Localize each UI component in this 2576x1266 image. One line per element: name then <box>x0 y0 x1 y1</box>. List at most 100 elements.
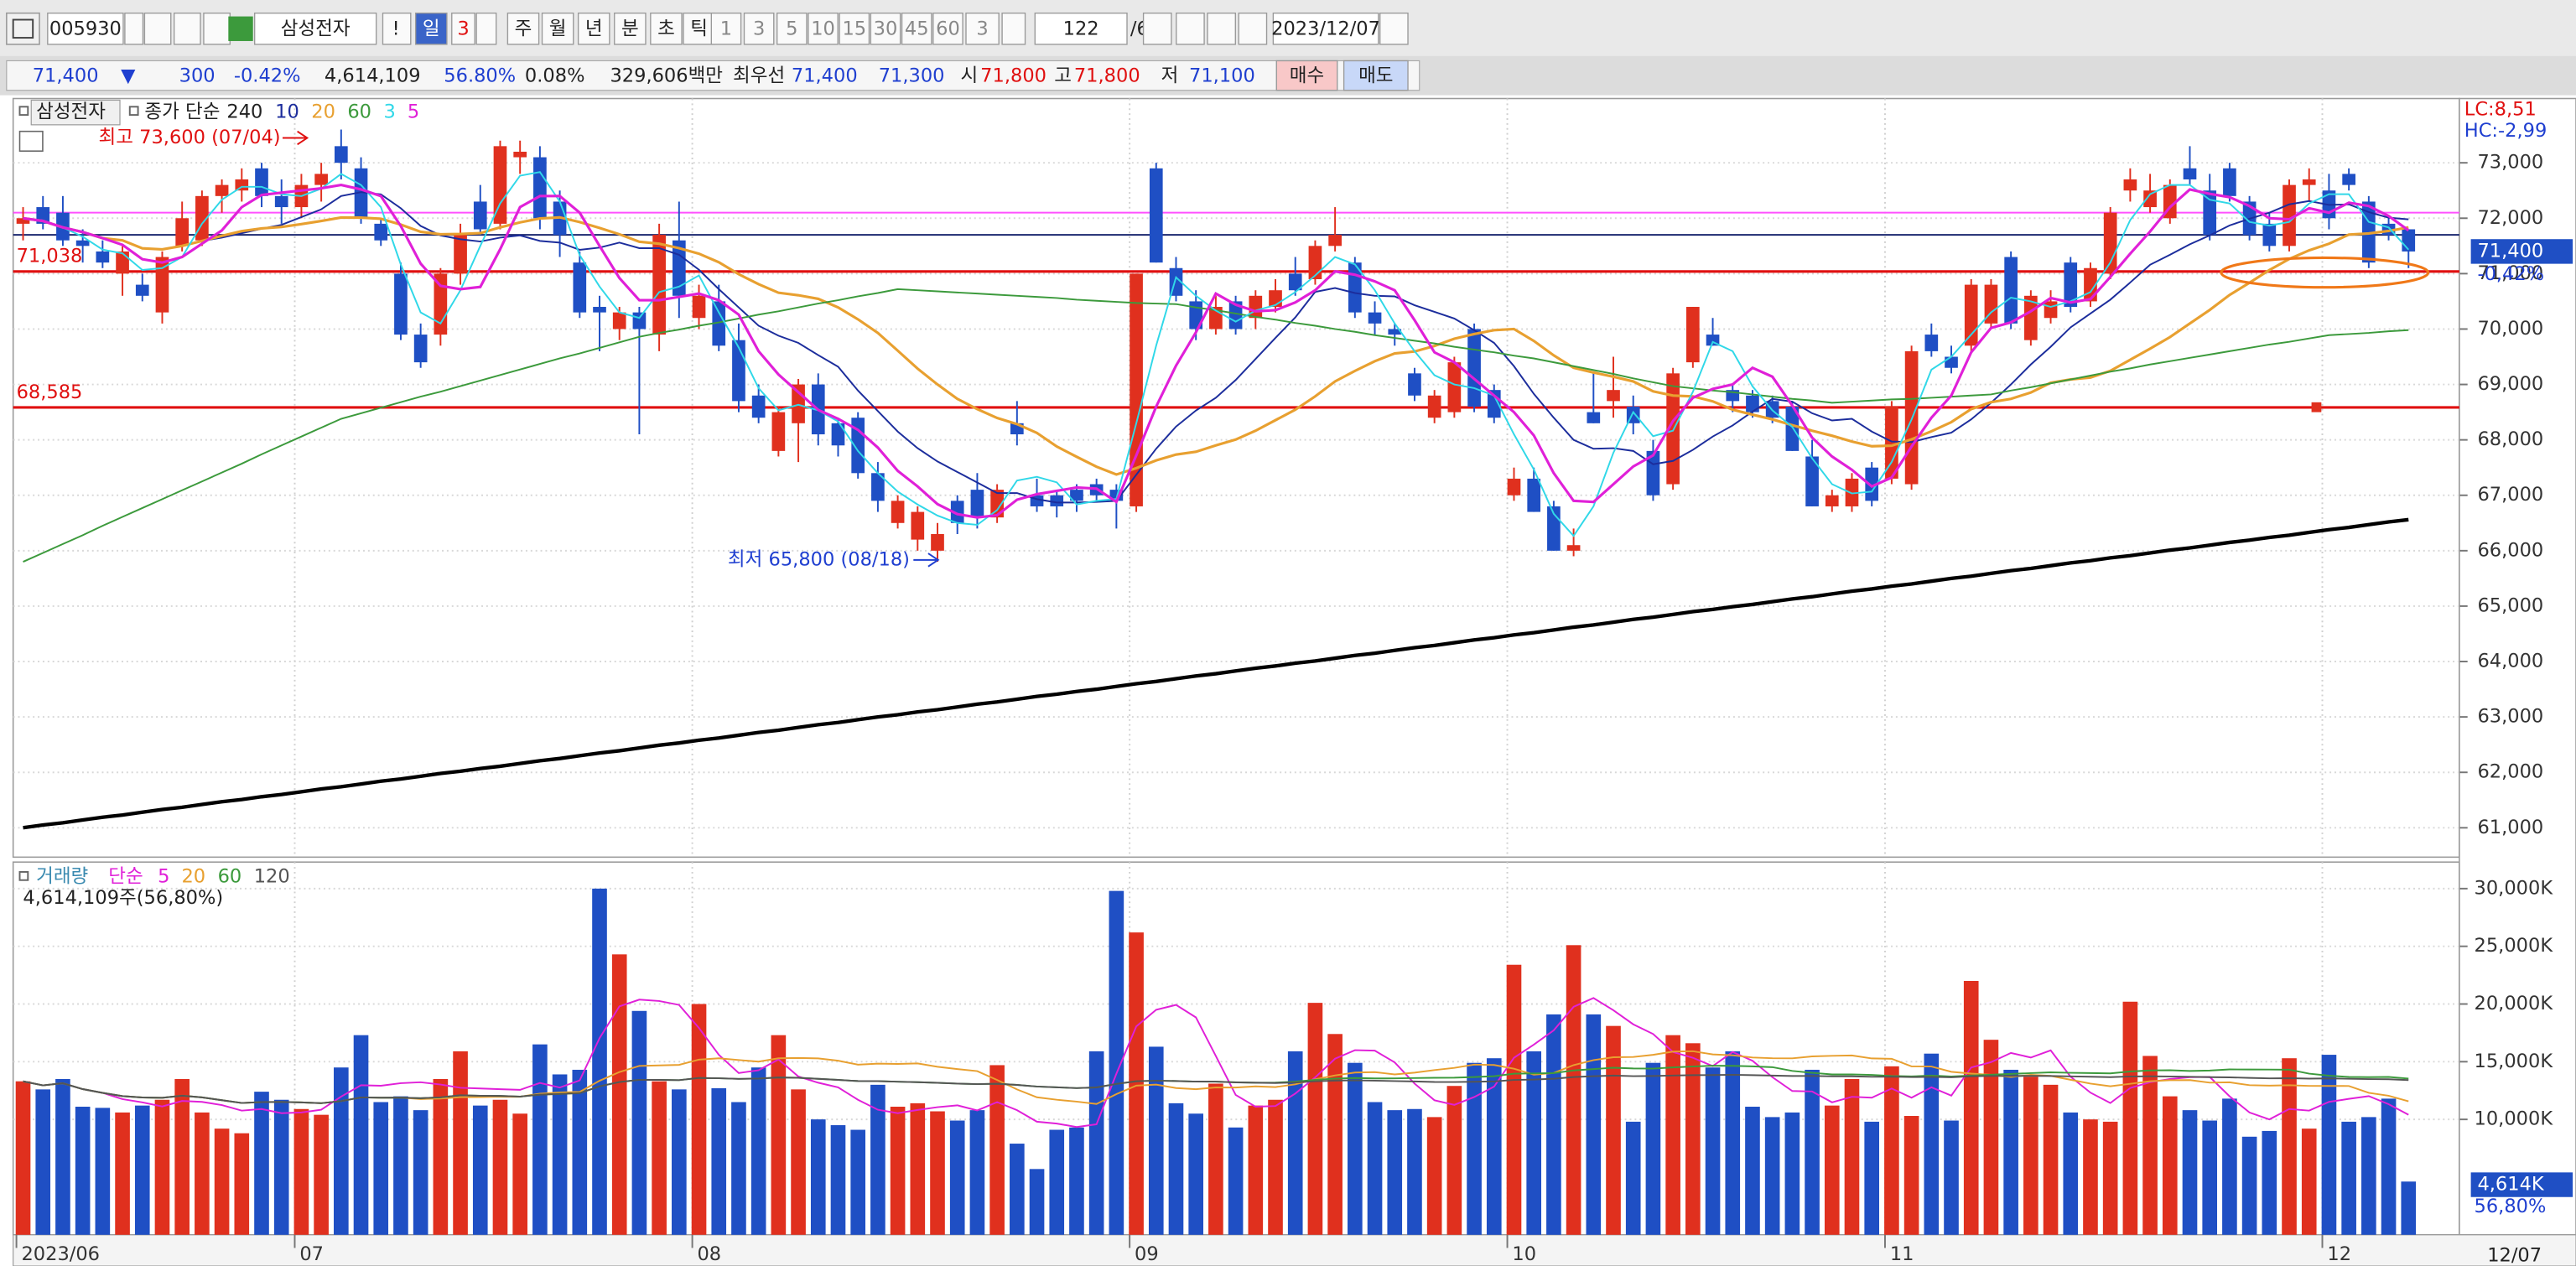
quote-field: 56.80% <box>444 65 516 87</box>
minute-button[interactable] <box>901 12 932 45</box>
candle-body <box>652 235 666 335</box>
y-tick-label: 72,000 <box>2477 207 2543 229</box>
period-button[interactable] <box>650 12 683 45</box>
period-button[interactable] <box>577 12 610 45</box>
minute-button-label: 3 <box>976 18 988 40</box>
volume-bar <box>2321 1055 2337 1235</box>
candle-body <box>533 157 547 219</box>
volume-bar <box>572 1069 588 1235</box>
y-tick-label: 67,000 <box>2477 484 2543 506</box>
volume-bar <box>2182 1110 2198 1235</box>
volume-bar <box>1903 1116 1919 1235</box>
volume-bar <box>2301 1129 2317 1235</box>
volume-bar <box>810 1119 826 1235</box>
legend-volume-name: 거래량 <box>36 865 88 887</box>
volume-bar <box>1426 1117 1442 1235</box>
volume-bar <box>35 1089 51 1235</box>
quote-field: 4,614,109 <box>325 65 421 87</box>
minute-button[interactable] <box>710 12 742 45</box>
candle-body <box>334 146 348 163</box>
period-button[interactable] <box>614 12 647 45</box>
y-tick-label: 70,000 <box>2477 318 2543 340</box>
volume-bar <box>711 1087 727 1235</box>
volume-bar <box>1069 1127 1084 1235</box>
count-input[interactable] <box>1034 12 1128 45</box>
quote-field: 71,100 <box>1189 65 1255 87</box>
quote-field: 71,800 <box>1074 65 1140 87</box>
candle-body <box>612 312 626 329</box>
candle-body <box>1666 373 1680 485</box>
menu-icon[interactable] <box>6 12 40 45</box>
price-last-box <box>2470 239 2573 264</box>
quote-field: 71,400 <box>33 65 99 87</box>
buy-button[interactable] <box>1275 60 1338 91</box>
minute-button[interactable] <box>932 12 963 45</box>
volume-bar <box>731 1102 746 1235</box>
ma-lines <box>23 171 2410 830</box>
y-tick-label: 71,000 <box>2477 262 2543 284</box>
code-dropdown[interactable] <box>124 12 144 45</box>
tool-icon[interactable] <box>1142 12 1172 45</box>
volume-bar <box>1109 890 1124 1235</box>
minute-button[interactable] <box>870 12 901 45</box>
volume-bar <box>1327 1034 1343 1235</box>
volume-bar <box>1446 1086 1462 1235</box>
candle-body <box>413 335 428 363</box>
minute-button[interactable] <box>743 12 775 45</box>
volume-bar <box>2102 1121 2118 1235</box>
minute-button-label: 15 <box>842 18 866 40</box>
volume-bar <box>1367 1102 1383 1235</box>
x-axis <box>13 1234 2576 1266</box>
volume-bar <box>2023 1077 2038 1235</box>
price-last-label: 71,400 <box>2477 240 2543 262</box>
candle-body <box>434 273 448 335</box>
volume-bar <box>1268 1099 1283 1235</box>
minute-button[interactable] <box>808 12 839 45</box>
candle-body <box>2103 212 2117 274</box>
tool-icon[interactable] <box>173 12 201 45</box>
period-button[interactable] <box>414 12 448 45</box>
tool-icon[interactable] <box>143 12 172 45</box>
y-tick-label: 61,000 <box>2477 817 2543 838</box>
tool-icon[interactable] <box>1238 12 1268 45</box>
volume-bar <box>2003 1069 2018 1235</box>
period-button[interactable] <box>541 12 574 45</box>
minute-button[interactable] <box>776 12 808 45</box>
ma-line <box>23 184 2410 519</box>
name-input[interactable] <box>253 12 377 45</box>
candle-body <box>2283 184 2296 246</box>
period-button[interactable] <box>506 12 540 45</box>
period-button[interactable] <box>451 12 475 45</box>
code-input[interactable] <box>47 12 124 45</box>
legend-ma-period: 10 <box>275 101 299 123</box>
period-button-label: 주 <box>515 18 532 40</box>
legend-icon <box>18 130 44 152</box>
date-input[interactable] <box>1272 12 1379 45</box>
period-button[interactable] <box>683 12 715 45</box>
volume-bar <box>2122 1001 2138 1235</box>
minute-button[interactable] <box>965 12 1000 45</box>
calendar-button[interactable] <box>1379 12 1409 45</box>
candle-body <box>931 534 944 551</box>
tool-icon[interactable] <box>1176 12 1205 45</box>
y-tick-label: 15,000K <box>2475 1051 2554 1072</box>
y-tick-label: 66,000 <box>2477 539 2543 561</box>
quote-field: 최우선 <box>733 65 785 87</box>
candle-body <box>792 384 805 423</box>
minute-button[interactable] <box>839 12 870 45</box>
minute-dropdown[interactable] <box>1001 12 1026 45</box>
candle-body <box>1964 284 1978 346</box>
volume-bar <box>2043 1084 2059 1235</box>
x-tick-label: 08 <box>697 1243 721 1265</box>
period-dropdown[interactable] <box>475 12 497 45</box>
tool-icon[interactable] <box>203 12 231 45</box>
candle-body <box>1507 478 1521 496</box>
y-tick-label: 64,000 <box>2477 651 2543 672</box>
candle-body <box>751 395 766 418</box>
volume-bar <box>691 1004 707 1235</box>
sell-button[interactable] <box>1343 60 1409 91</box>
volume-bar <box>174 1078 190 1235</box>
tool-icon[interactable] <box>1207 12 1236 45</box>
info-glyph: ! <box>392 18 400 40</box>
info-button[interactable] <box>382 12 412 45</box>
